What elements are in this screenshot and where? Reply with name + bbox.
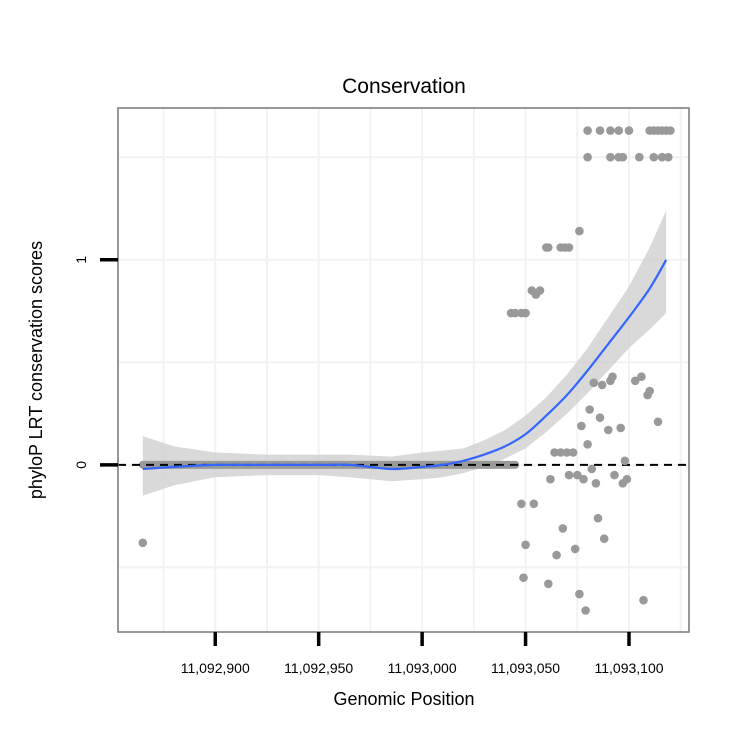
data-point [639, 595, 648, 605]
data-point [585, 405, 594, 414]
scatter-points [138, 126, 675, 615]
data-point [583, 126, 592, 135]
data-point [568, 448, 578, 457]
y-tick-label: 0 [73, 461, 89, 469]
data-point [573, 470, 582, 480]
data-point [550, 448, 559, 457]
data-point [544, 243, 553, 252]
grid-lines [118, 108, 689, 632]
plot-frame [117, 107, 690, 633]
data-point [579, 474, 588, 484]
data-point [653, 417, 663, 427]
data-point [546, 474, 555, 484]
data-point [606, 126, 615, 135]
data-point [645, 386, 654, 396]
data-point [618, 152, 628, 162]
data-point [535, 286, 545, 295]
data-point [608, 372, 617, 382]
data-point [637, 372, 646, 382]
data-point [558, 524, 568, 533]
data-point [564, 470, 574, 480]
data-point [556, 448, 565, 457]
data-point [606, 152, 615, 162]
data-point [552, 550, 561, 560]
data-point [583, 440, 592, 449]
data-point [575, 589, 584, 599]
data-point [599, 534, 609, 543]
x-axis-label: Genomic Position [333, 689, 474, 709]
data-point [616, 423, 625, 433]
axes: 11,092,900 11,092,950 11,093,000 11,093,050… [73, 256, 664, 676]
data-point [529, 499, 539, 509]
x-tick-label: 11,092,900 [181, 660, 250, 676]
data-point [510, 308, 520, 318]
data-point [517, 499, 526, 509]
data-point [138, 538, 148, 548]
data-point [649, 152, 659, 162]
data-point [544, 579, 553, 589]
data-point [577, 421, 586, 431]
x-tick-label: 11,093,100 [594, 660, 663, 676]
data-point [593, 513, 603, 523]
data-point [521, 540, 530, 550]
confidence-ribbon-group [142, 210, 667, 496]
data-point [562, 448, 572, 457]
data-point [595, 126, 605, 135]
data-point [657, 152, 667, 162]
data-point [570, 544, 580, 554]
data-point [575, 226, 584, 236]
data-point [587, 464, 597, 474]
data-point [622, 474, 632, 484]
data-point [581, 606, 590, 615]
data-point [614, 126, 623, 135]
x-tick-label: 11,093,000 [388, 660, 457, 676]
data-point [610, 470, 619, 480]
chart-title: Conservation [342, 75, 466, 98]
smooth-line-group [142, 259, 668, 471]
data-point [595, 413, 605, 423]
y-axis-label: phyloP LRT conservation scores [26, 241, 46, 499]
data-point [664, 152, 673, 162]
data-point [604, 425, 613, 435]
smooth-fit-line [142, 259, 668, 471]
data-point [620, 456, 630, 466]
x-tick-label: 11,093,050 [491, 660, 560, 676]
data-point [589, 378, 599, 388]
data-point [666, 126, 675, 135]
data-point [521, 308, 530, 318]
data-point [597, 380, 607, 390]
data-point [624, 126, 634, 135]
data-point [564, 243, 574, 252]
confidence-ribbon [142, 210, 667, 496]
data-point [635, 152, 644, 162]
x-tick-label: 11,092,950 [284, 660, 353, 676]
data-point [630, 376, 640, 386]
data-point [519, 573, 528, 582]
data-point [583, 152, 592, 162]
y-tick-label: 1 [73, 256, 89, 264]
data-point [591, 479, 601, 488]
